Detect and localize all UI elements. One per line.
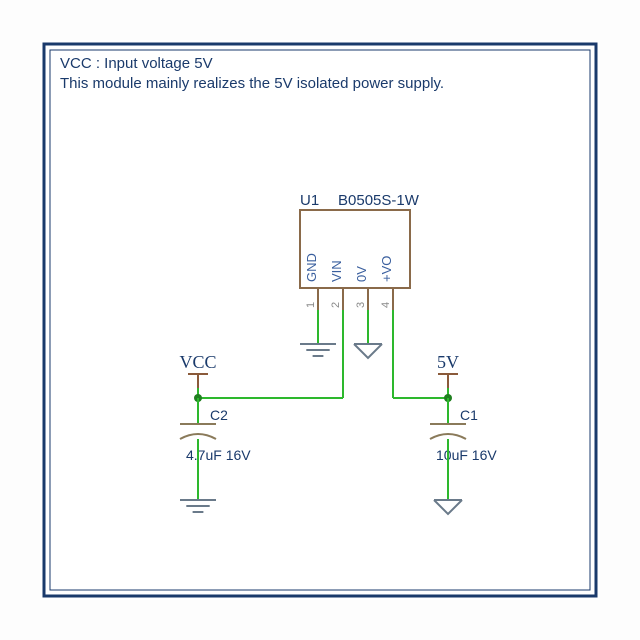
- u1-part: B0505S-1W: [338, 192, 420, 209]
- annotation-line1: VCC : Input voltage 5V: [60, 55, 213, 72]
- pin-name-3: 0V: [354, 266, 369, 282]
- annotation-line2: This module mainly realizes the 5V isola…: [60, 75, 444, 92]
- cap-val-C2: 4.7uF 16V: [186, 447, 251, 463]
- cap-val-C1: 10uF 16V: [436, 447, 497, 463]
- cap-ref-C2: C2: [210, 407, 228, 423]
- net-vcc: VCC: [179, 352, 216, 372]
- cap-ref-C1: C1: [460, 407, 478, 423]
- pin-num-3: 3: [355, 302, 367, 308]
- pin-num-4: 4: [380, 302, 392, 308]
- pin-num-1: 1: [305, 302, 317, 308]
- pin-name-1: GND: [304, 253, 319, 282]
- pin-name-2: VIN: [329, 260, 344, 282]
- u1-ref: U1: [300, 192, 319, 209]
- pin-name-4: +VO: [379, 256, 394, 282]
- schematic-frame: VCC : Input voltage 5V This module mainly…: [40, 40, 600, 600]
- pin-num-2: 2: [330, 302, 342, 308]
- net-5v: 5V: [437, 352, 459, 372]
